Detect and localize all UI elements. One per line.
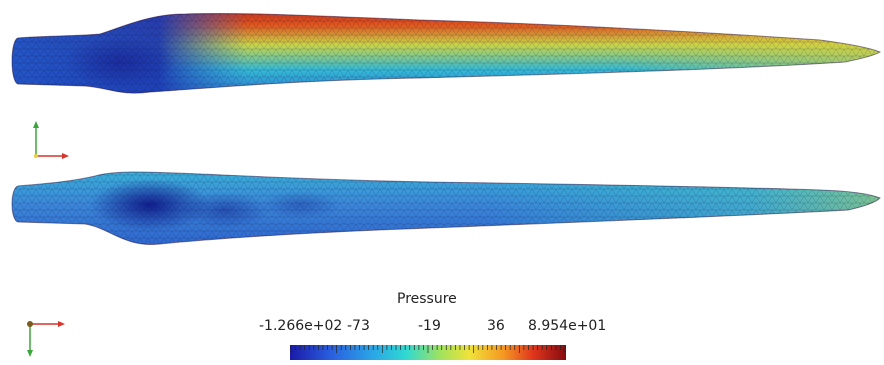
blade-bottom-view <box>12 172 880 245</box>
colorbar-min-label: -1.266e+02 <box>259 318 343 334</box>
y-axis-arrowhead <box>27 350 33 357</box>
blade-top-outline <box>11 12 882 94</box>
colorbar-title: Pressure <box>397 291 457 307</box>
color-legend-bar <box>290 345 566 360</box>
orientation-axes-top <box>33 121 69 159</box>
y-axis-arrowhead <box>33 121 39 128</box>
x-axis-arrowhead <box>62 153 69 159</box>
axes-origin <box>34 154 38 158</box>
colorbar-tick-label: -73 <box>347 318 370 334</box>
colorbar-tick-label: 36 <box>487 318 505 334</box>
colorbar-max-label: 8.954e+01 <box>528 318 607 334</box>
blade-bottom-outline <box>11 171 881 246</box>
orientation-axes-bottom <box>27 321 65 357</box>
axes-origin <box>27 321 33 327</box>
blade-top-view <box>12 13 880 94</box>
colorbar-tick-label: -19 <box>418 318 441 334</box>
x-axis-arrowhead <box>58 321 65 327</box>
colorbar-ticks <box>290 345 566 353</box>
